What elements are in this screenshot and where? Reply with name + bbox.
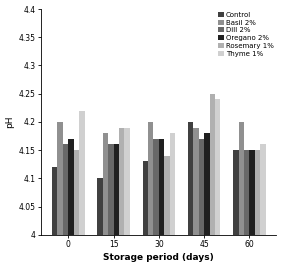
Bar bbox=[193, 128, 199, 268]
Bar bbox=[58, 122, 63, 268]
Bar bbox=[210, 94, 215, 268]
Bar bbox=[250, 150, 255, 268]
Bar bbox=[63, 144, 68, 268]
Bar bbox=[114, 144, 119, 268]
Bar bbox=[188, 122, 193, 268]
Bar bbox=[79, 111, 85, 268]
Bar bbox=[255, 150, 260, 268]
Bar bbox=[103, 133, 108, 268]
Bar bbox=[74, 150, 79, 268]
Legend: Control, Basil 2%, Dill 2%, Oregano 2%, Rosemary 1%, Thyme 1%: Control, Basil 2%, Dill 2%, Oregano 2%, … bbox=[217, 10, 275, 58]
X-axis label: Storage period (days): Storage period (days) bbox=[103, 254, 214, 262]
Bar bbox=[97, 178, 103, 268]
Y-axis label: pH: pH bbox=[6, 116, 15, 128]
Bar bbox=[153, 139, 159, 268]
Bar bbox=[124, 128, 130, 268]
Bar bbox=[170, 133, 175, 268]
Bar bbox=[199, 139, 204, 268]
Bar bbox=[159, 139, 164, 268]
Bar bbox=[164, 156, 170, 268]
Bar bbox=[68, 139, 74, 268]
Bar bbox=[108, 144, 114, 268]
Bar bbox=[244, 150, 250, 268]
Bar bbox=[52, 167, 58, 268]
Bar bbox=[215, 99, 221, 268]
Bar bbox=[239, 122, 244, 268]
Bar bbox=[204, 133, 210, 268]
Bar bbox=[148, 122, 153, 268]
Bar bbox=[119, 128, 124, 268]
Bar bbox=[233, 150, 239, 268]
Bar bbox=[143, 161, 148, 268]
Bar bbox=[260, 144, 266, 268]
